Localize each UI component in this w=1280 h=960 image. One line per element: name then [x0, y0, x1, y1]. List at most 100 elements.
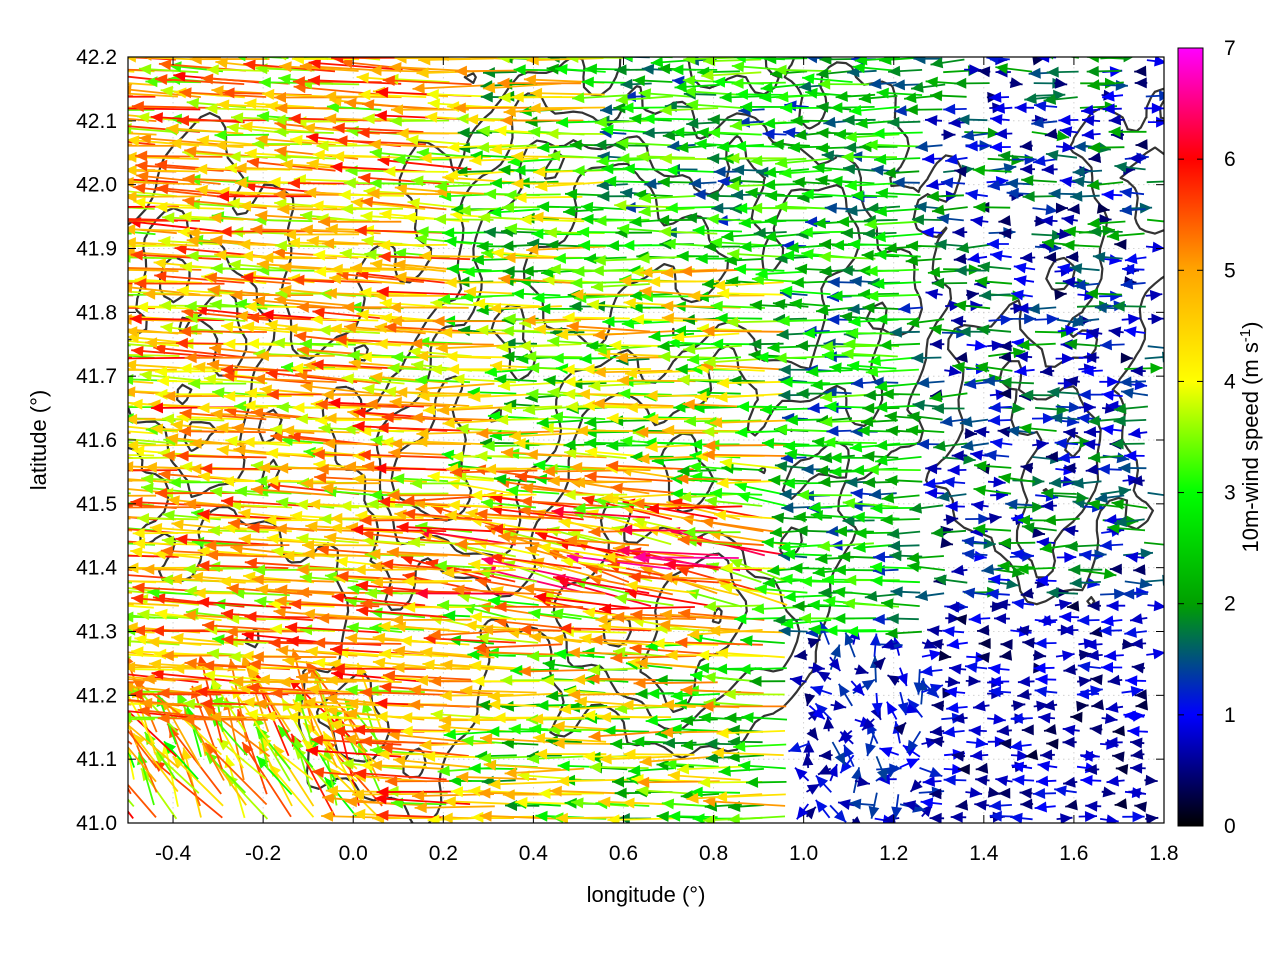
- wind-arrow: [1105, 736, 1123, 748]
- x-tick-label: 1.2: [879, 842, 908, 865]
- wind-arrow: [905, 424, 945, 436]
- wind-arrow: [942, 626, 965, 637]
- wind-arrow: [1088, 152, 1102, 163]
- wind-arrow: [1097, 463, 1122, 475]
- wind-arrow: [1130, 365, 1146, 377]
- wind-arrow: [930, 638, 944, 650]
- wind-arrow: [1046, 587, 1079, 599]
- wind-arrow: [128, 158, 133, 161]
- wind-arrow: [1125, 675, 1147, 687]
- wind-arrow: [394, 57, 471, 64]
- wind-arrow: [920, 680, 940, 699]
- wind-arrow: [658, 619, 740, 631]
- wind-arrow: [323, 776, 358, 818]
- wind-arrow: [1085, 800, 1102, 812]
- wind-arrow: [1056, 551, 1077, 563]
- wind-arrow: [665, 202, 719, 214]
- wind-arrow: [151, 668, 246, 684]
- wind-arrow: [610, 738, 651, 750]
- wind-arrow: [1012, 774, 1035, 786]
- wind-arrow: [1035, 403, 1069, 415]
- wind-arrow: [1105, 702, 1124, 713]
- wind-arrow: [919, 766, 943, 778]
- wind-arrow: [420, 646, 495, 659]
- wind-arrow: [369, 760, 450, 771]
- wind-arrow: [1022, 637, 1036, 649]
- wind-arrow: [1113, 415, 1147, 427]
- wind-arrow: [1089, 626, 1103, 638]
- wind-arrow: [754, 583, 808, 595]
- wind-arrow: [128, 95, 156, 98]
- wind-arrow: [610, 652, 697, 664]
- wind-arrow: [1120, 352, 1133, 364]
- wind-arrow: [897, 667, 908, 687]
- wind-arrows: [128, 57, 1164, 823]
- wind-arrow: [636, 785, 697, 797]
- wind-arrow: [926, 190, 964, 202]
- wind-arrow: [838, 683, 853, 707]
- wind-arrow: [1059, 611, 1080, 623]
- wind-arrow: [961, 536, 988, 548]
- wind-arrow: [618, 388, 672, 400]
- wind-arrow: [315, 711, 381, 722]
- wind-arrow: [1121, 313, 1141, 325]
- wind-arrow: [897, 691, 909, 716]
- y-tick-label: 41.4: [76, 557, 117, 580]
- wind-arrow: [870, 502, 919, 514]
- wind-arrow: [823, 716, 835, 732]
- wind-arrow: [999, 377, 1034, 388]
- wind-arrow: [865, 731, 876, 757]
- wind-arrow: [970, 749, 989, 761]
- wind-arrow: [359, 686, 448, 698]
- wind-arrow: [479, 733, 561, 745]
- wind-arrow: [943, 774, 967, 786]
- wind-arrow: [1101, 189, 1123, 201]
- wind-arrow: [487, 726, 537, 738]
- x-tick-label: 1.4: [969, 842, 999, 865]
- wind-arrow: [942, 726, 965, 738]
- wind-arrow: [1112, 751, 1125, 763]
- wind-arrow: [1133, 564, 1146, 576]
- wind-arrow: [833, 564, 877, 576]
- wind-arrow: [1068, 564, 1103, 576]
- wind-arrow: [807, 637, 821, 649]
- wind-arrow: [1120, 278, 1146, 290]
- wind-arrow: [854, 664, 869, 675]
- wind-arrow: [412, 790, 495, 802]
- wind-arrow: [1127, 725, 1148, 737]
- wind-arrow: [1034, 686, 1058, 698]
- wind-arrow: [1011, 598, 1035, 610]
- wind-arrow: [128, 715, 134, 718]
- colorbar-title-main: 10m-wind speed (m s: [1238, 342, 1263, 552]
- wind-arrow: [238, 239, 314, 250]
- wind-arrow: [990, 114, 1010, 125]
- wind-arrow: [828, 656, 842, 672]
- wind-arrow: [989, 250, 1012, 262]
- colorbar: [1177, 47, 1204, 827]
- wind-arrow: [988, 800, 1012, 811]
- wind-arrow: [850, 488, 876, 500]
- wind-arrow: [887, 674, 901, 686]
- wind-arrow: [1122, 638, 1135, 650]
- wind-arrow: [880, 514, 920, 526]
- wind-arrow: [962, 587, 989, 599]
- wind-arrow: [660, 571, 742, 583]
- wind-arrow: [1120, 387, 1149, 399]
- wind-arrow: [946, 601, 965, 613]
- wind-arrow: [924, 115, 943, 126]
- wind-arrow: [526, 753, 585, 764]
- wind-arrow: [1000, 639, 1013, 650]
- wind-arrow: [1034, 801, 1056, 813]
- wind-arrow: [942, 476, 966, 488]
- wind-arrow: [487, 595, 539, 607]
- wind-arrow: [354, 225, 447, 236]
- wind-arrow: [1072, 166, 1103, 178]
- wind-arrow: [1078, 649, 1092, 661]
- wind-arrow: [218, 576, 291, 587]
- wind-arrow: [1032, 788, 1057, 799]
- wind-arrow: [807, 599, 855, 611]
- wind-arrow: [1077, 676, 1092, 687]
- wind-arrow: [128, 419, 134, 422]
- wind-arrow: [851, 816, 861, 823]
- wind-arrow: [789, 675, 807, 687]
